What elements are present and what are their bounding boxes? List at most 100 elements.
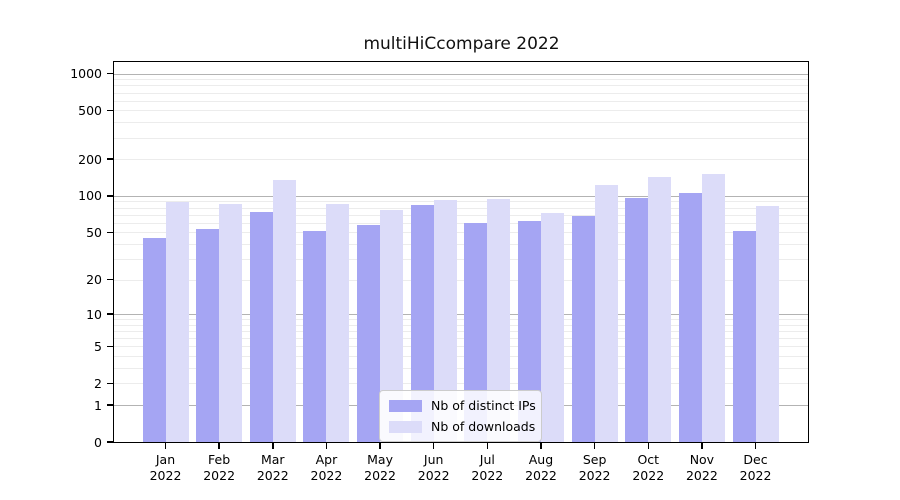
- bar-downloads-may: [380, 210, 404, 442]
- bar-distinct-ips-aug: [517, 221, 541, 442]
- gridline-minor: [114, 159, 808, 161]
- x-tick-year: 2022: [525, 468, 557, 483]
- gridline-major: [114, 73, 808, 75]
- bar-distinct-ips-oct: [625, 197, 649, 442]
- y-axis-tick: [106, 158, 113, 160]
- bar-downloads-oct: [648, 176, 672, 442]
- bar-distinct-ips-may: [357, 224, 381, 442]
- x-tick-label: Oct 2022: [616, 452, 680, 484]
- x-axis-tick: [432, 442, 435, 449]
- x-axis-tick: [164, 442, 167, 449]
- y-axis-tick: [106, 345, 113, 348]
- y-tick-label: 1000: [70, 66, 102, 81]
- x-tick-year: 2022: [417, 468, 450, 483]
- legend-item-downloads: Nb of downloads: [389, 419, 535, 434]
- x-tick-year: 2022: [310, 468, 343, 483]
- y-axis-tick: [106, 195, 113, 197]
- bar-distinct-ips-nov: [678, 193, 702, 442]
- x-axis-tick: [379, 442, 381, 449]
- gridline-minor: [114, 331, 808, 333]
- gridline-minor: [114, 258, 808, 260]
- gridline-minor: [114, 338, 808, 340]
- x-tick-month: Aug: [528, 452, 554, 467]
- y-tick-label: 200: [78, 151, 102, 167]
- gridline-minor: [114, 122, 808, 124]
- x-axis-tick: [325, 442, 328, 449]
- bar-distinct-ips-jun: [410, 205, 434, 442]
- x-tick-month: May: [367, 452, 393, 467]
- x-axis-tick: [754, 442, 757, 449]
- legend-item-distinct-ips: Nb of distinct IPs: [389, 398, 536, 413]
- plot-area: 0 1 2 5 10 20 50 100 200 500 1000 Jan 2022 Feb 2022 Mar…: [70, 61, 809, 483]
- bar-distinct-ips-jul: [464, 222, 488, 442]
- gridline-minor: [114, 100, 808, 102]
- bar-downloads-dec: [755, 206, 779, 442]
- x-axis-tick: [486, 442, 489, 449]
- x-tick-month: Nov: [689, 452, 715, 467]
- x-axis-tick: [593, 442, 596, 449]
- y-axis-tick: [106, 278, 113, 281]
- gridline-minor: [114, 279, 808, 281]
- bar-downloads-jul: [487, 199, 511, 442]
- x-tick-year: 2022: [364, 468, 396, 483]
- bar-downloads-nov: [701, 173, 725, 442]
- x-tick-label: Aug 2022: [509, 452, 573, 484]
- gridline-major: [114, 195, 808, 197]
- y-tick-label: 100: [78, 188, 102, 204]
- x-tick-label: Jul 2022: [455, 452, 519, 484]
- bar-distinct-ips-dec: [732, 231, 756, 442]
- legend-swatch-distinct-ips: [389, 399, 422, 412]
- x-tick-year: 2022: [203, 468, 236, 483]
- legend: Nb of distinct IPs Nb of downloads: [379, 390, 542, 442]
- bar-distinct-ips-mar: [249, 212, 273, 442]
- x-tick-year: 2022: [578, 468, 611, 483]
- x-axis-tick: [540, 442, 542, 449]
- x-tick-month: Jun: [423, 452, 444, 467]
- bar-distinct-ips-sep: [571, 216, 595, 442]
- x-tick-month: Sep: [582, 452, 607, 467]
- x-tick-year: 2022: [149, 468, 182, 483]
- y-tick-label: 50: [86, 224, 102, 240]
- gridline-minor: [114, 324, 808, 326]
- gridline-minor: [114, 383, 808, 385]
- bar-downloads-jan: [165, 201, 189, 442]
- x-axis-tick: [647, 442, 649, 449]
- bar-downloads-jun: [433, 200, 457, 442]
- gridline-minor: [114, 243, 808, 245]
- legend-swatch-downloads: [389, 420, 422, 433]
- x-tick-label: Feb 2022: [187, 452, 251, 484]
- y-axis-tick: [106, 231, 113, 234]
- y-axis-tick: [106, 109, 113, 112]
- x-tick-month: Mar: [260, 452, 285, 467]
- y-axis-tick: [106, 72, 113, 75]
- bar-downloads-mar: [272, 179, 296, 442]
- x-tick-year: 2022: [739, 468, 772, 483]
- x-tick-label: Dec 2022: [724, 452, 788, 484]
- gridline-minor: [114, 201, 808, 203]
- x-tick-year: 2022: [471, 468, 504, 483]
- x-tick-month: Apr: [315, 452, 338, 467]
- x-axis-tick: [701, 442, 703, 449]
- x-tick-label: Nov 2022: [670, 452, 734, 484]
- gridline-minor: [114, 368, 808, 370]
- gridline-minor: [114, 222, 808, 224]
- x-axis-tick: [218, 442, 220, 449]
- gridline-minor: [114, 232, 808, 234]
- x-tick-year: 2022: [632, 468, 665, 483]
- gridline-minor: [114, 85, 808, 87]
- gridline-minor: [114, 207, 808, 209]
- gridline-minor: [114, 319, 808, 321]
- gridline-minor: [114, 110, 808, 112]
- gridline-minor: [114, 214, 808, 216]
- y-tick-label: 10: [86, 306, 102, 322]
- x-tick-label: Jan 2022: [134, 452, 198, 484]
- x-tick-month: Oct: [637, 452, 660, 467]
- x-tick-label: Mar 2022: [241, 452, 305, 484]
- gridline-minor: [114, 137, 808, 139]
- y-tick-label: 0: [94, 434, 102, 450]
- y-axis-tick: [106, 313, 113, 315]
- gridline-minor: [114, 79, 808, 81]
- bar-distinct-ips-jan: [142, 237, 166, 442]
- chart-title: multiHiCcompare 2022: [363, 34, 560, 54]
- x-tick-month: Jul: [479, 452, 495, 467]
